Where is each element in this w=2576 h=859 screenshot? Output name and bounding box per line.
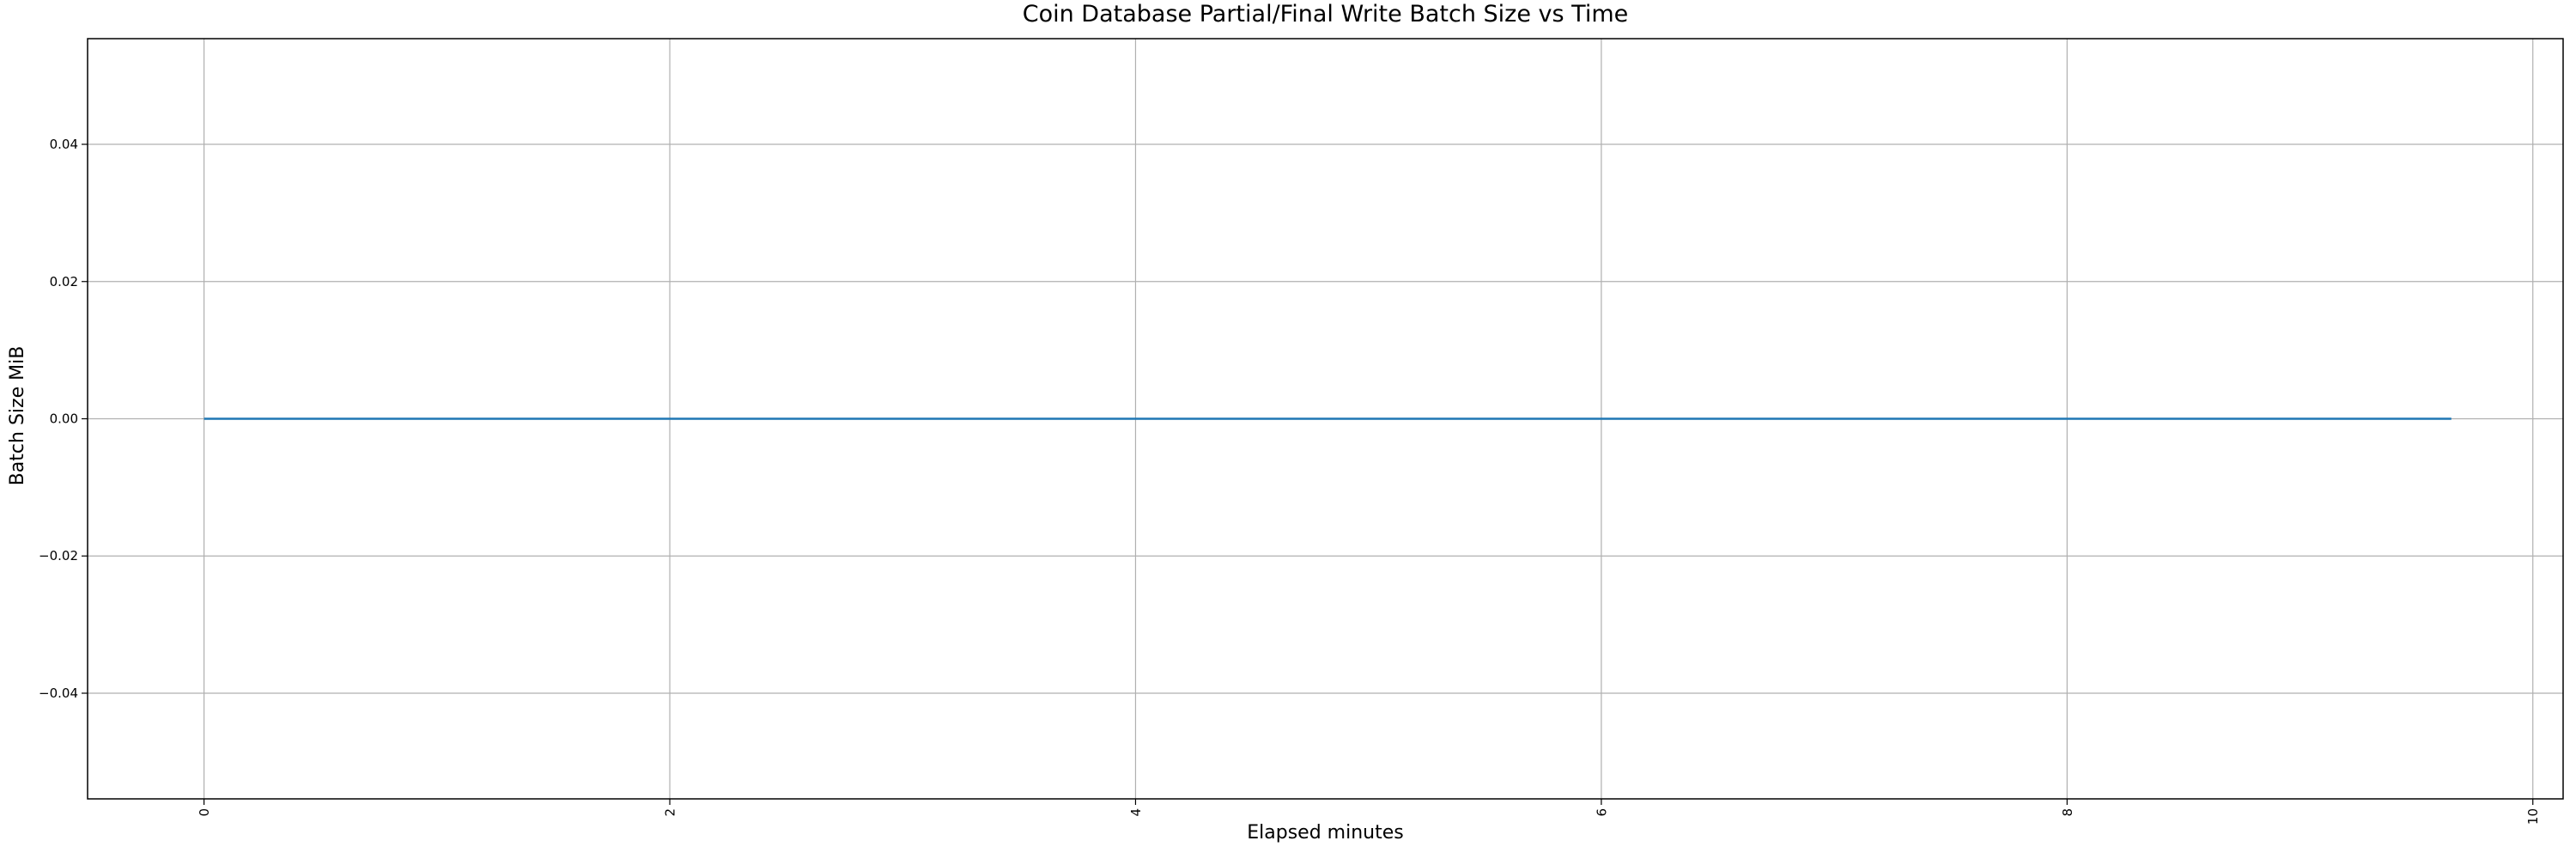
y-axis-label: Batch Size MiB [7, 345, 28, 486]
x-tick-label: 4 [1128, 808, 1144, 817]
x-tick-label: 2 [663, 808, 678, 817]
tick-marks [82, 143, 2534, 805]
y-tick-label: 0.04 [50, 137, 78, 152]
y-tick-label: −0.04 [39, 685, 78, 701]
chart-title: Coin Database Partial/Final Write Batch … [1022, 1, 1629, 27]
y-tick-label: 0.02 [50, 274, 78, 289]
x-tick-label: 10 [2525, 808, 2541, 825]
y-tick-label: −0.02 [39, 548, 78, 564]
y-tick-label: 0.00 [50, 411, 78, 427]
x-tick-label: 8 [2060, 808, 2075, 817]
axes-spines [87, 38, 2564, 800]
x-tick-label: 6 [1594, 808, 1609, 817]
x-axis-label: Elapsed minutes [1247, 822, 1404, 844]
x-tick-label: 0 [197, 808, 212, 817]
